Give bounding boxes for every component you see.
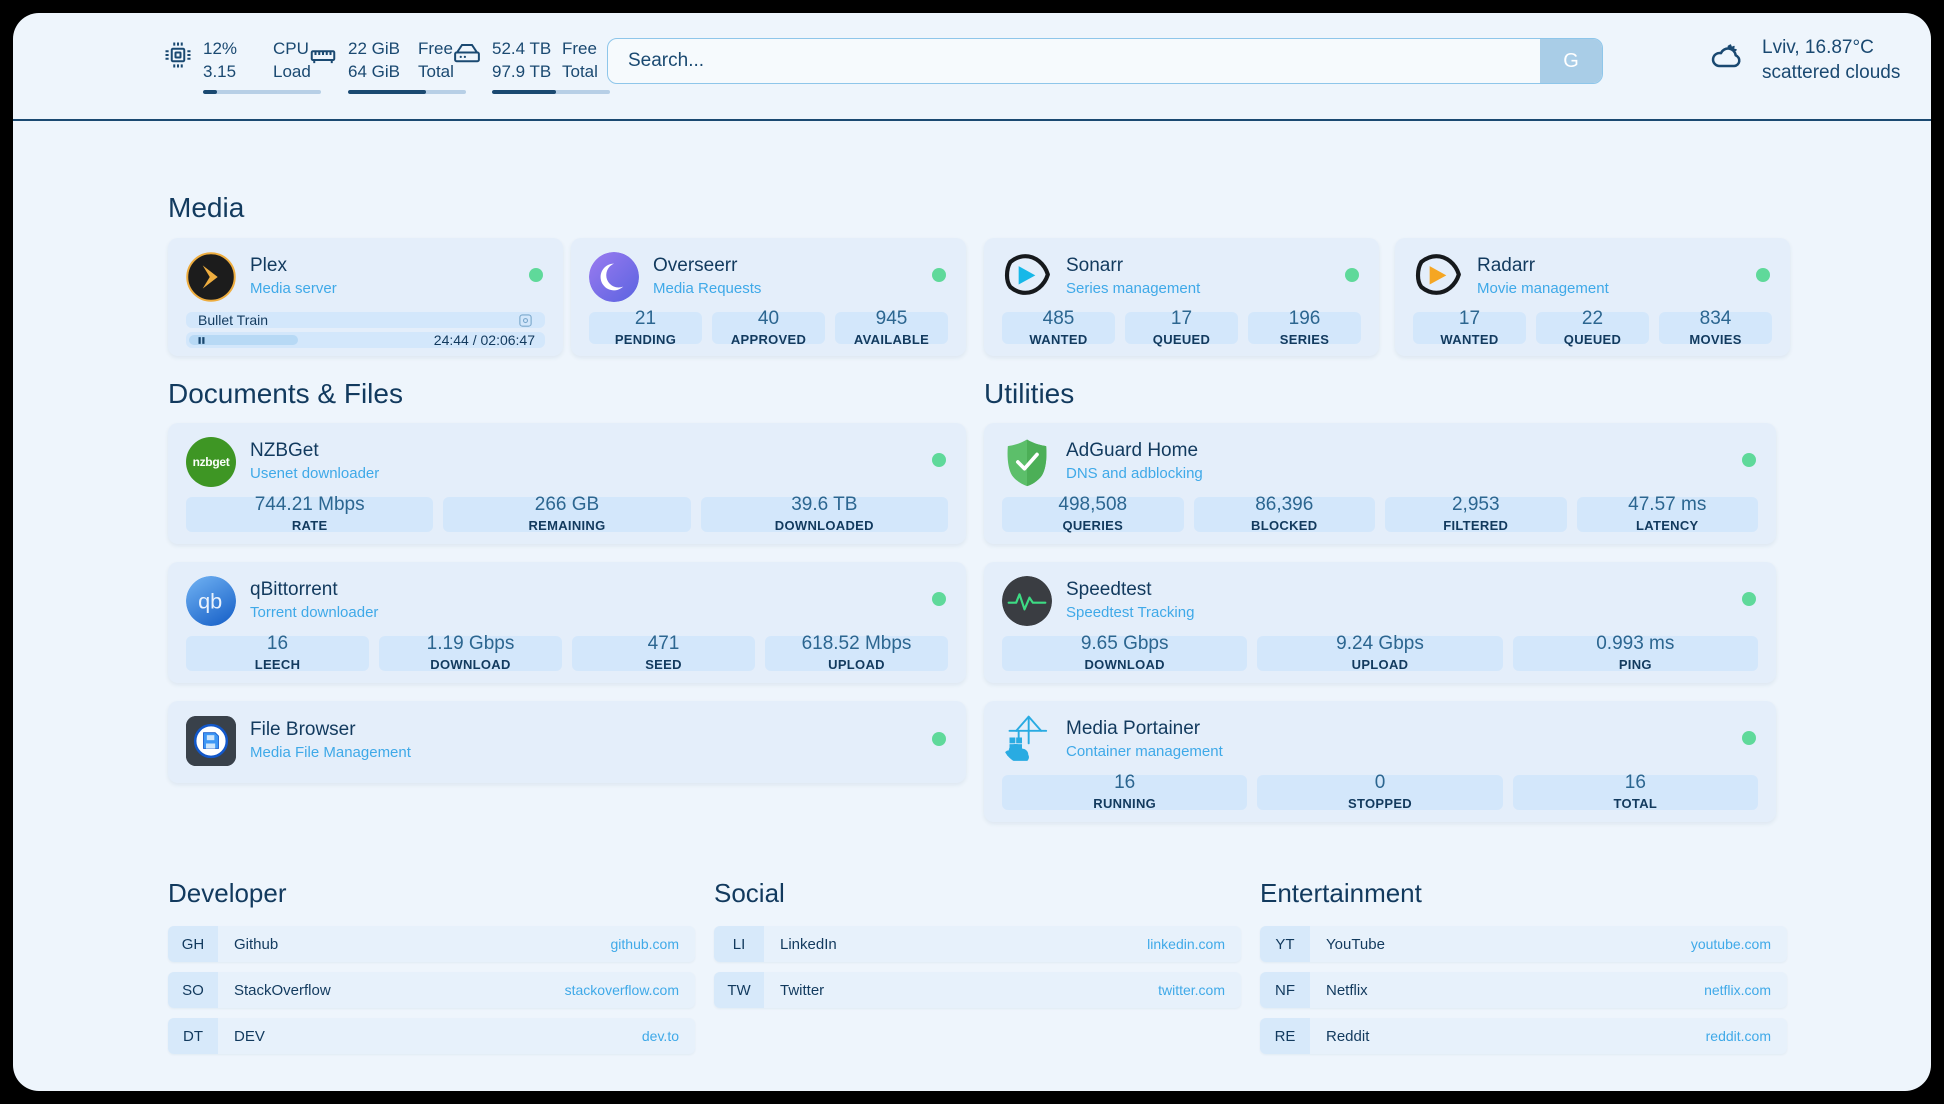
svg-text:qb: qb xyxy=(198,589,222,614)
